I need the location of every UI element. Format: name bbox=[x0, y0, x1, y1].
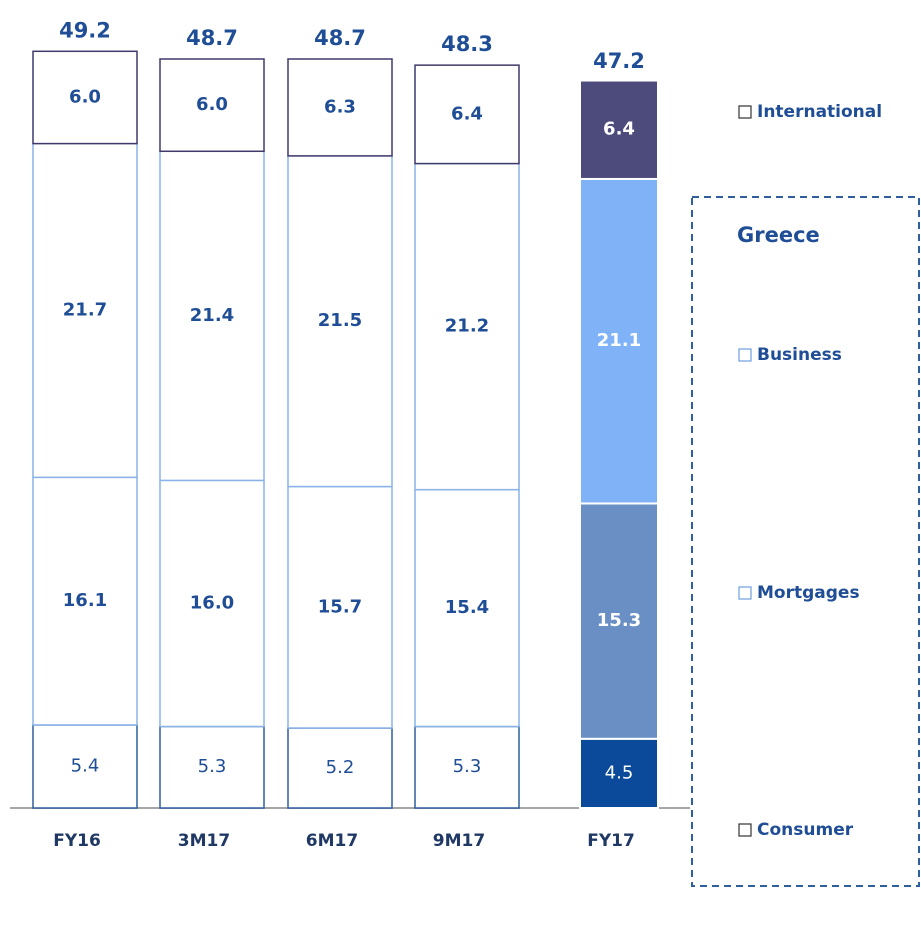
x-tick-label: 6M17 bbox=[306, 831, 358, 851]
bar-segment bbox=[159, 725, 265, 809]
bar-segment bbox=[32, 476, 138, 726]
bar-segment bbox=[32, 724, 138, 809]
data-label: 4.5 bbox=[605, 762, 634, 783]
data-label: 6.0 bbox=[69, 86, 101, 107]
data-label: 6.4 bbox=[603, 119, 635, 140]
bar-segment bbox=[414, 162, 520, 491]
bar-segment bbox=[414, 725, 520, 809]
data-label: 16.0 bbox=[190, 592, 234, 613]
legend-swatch bbox=[738, 348, 752, 362]
bar-segment bbox=[579, 737, 659, 809]
legend-label: Consumer bbox=[757, 820, 854, 840]
total-label: 48.7 bbox=[186, 26, 238, 50]
legend-label: International bbox=[757, 102, 882, 122]
total-label: 48.3 bbox=[441, 32, 493, 56]
data-label: 6.3 bbox=[324, 96, 356, 117]
data-label: 5.2 bbox=[326, 757, 355, 778]
legend-label: Mortgages bbox=[757, 583, 860, 603]
data-label: 5.4 bbox=[71, 755, 100, 776]
bar-segment bbox=[414, 488, 520, 728]
total-label: 48.7 bbox=[314, 26, 366, 50]
bar-segment bbox=[579, 177, 659, 505]
total-label: 47.2 bbox=[593, 49, 645, 73]
data-label: 15.3 bbox=[597, 610, 641, 631]
data-label: 21.2 bbox=[445, 316, 489, 337]
data-label: 15.4 bbox=[445, 597, 489, 618]
data-label: 6.0 bbox=[196, 94, 228, 115]
bar-segment bbox=[159, 150, 265, 482]
total-label: 49.2 bbox=[59, 18, 111, 42]
data-label: 21.1 bbox=[597, 330, 641, 351]
data-label: 6.4 bbox=[451, 103, 483, 124]
data-label: 21.7 bbox=[63, 299, 107, 320]
bar-segment bbox=[287, 155, 393, 488]
group-label: Greece bbox=[737, 223, 820, 247]
data-label: 21.4 bbox=[190, 305, 234, 326]
data-label: 5.3 bbox=[453, 756, 482, 777]
x-tick-label: 3M17 bbox=[178, 831, 230, 851]
bar-segment bbox=[159, 479, 265, 728]
legend-swatch bbox=[738, 586, 752, 600]
x-tick-label: 9M17 bbox=[433, 831, 485, 851]
legend-swatch bbox=[738, 105, 752, 119]
data-label: 15.7 bbox=[318, 596, 362, 617]
legend-label: Business bbox=[757, 345, 842, 365]
bar-segment bbox=[287, 485, 393, 729]
bar-segment bbox=[32, 50, 138, 145]
bar-segment bbox=[414, 64, 520, 165]
data-label: 21.5 bbox=[318, 310, 362, 331]
data-label: 5.3 bbox=[198, 756, 227, 777]
bar-segment bbox=[579, 79, 659, 180]
bar-segment bbox=[287, 727, 393, 809]
x-tick-label: FY16 bbox=[53, 831, 101, 851]
bar-segment bbox=[287, 58, 393, 157]
data-label: 16.1 bbox=[63, 590, 107, 611]
group-box bbox=[691, 196, 920, 887]
bar-segment bbox=[159, 58, 265, 153]
x-tick-label: FY17 bbox=[587, 831, 635, 851]
bar-segment bbox=[579, 502, 659, 740]
legend-swatch bbox=[738, 823, 752, 837]
